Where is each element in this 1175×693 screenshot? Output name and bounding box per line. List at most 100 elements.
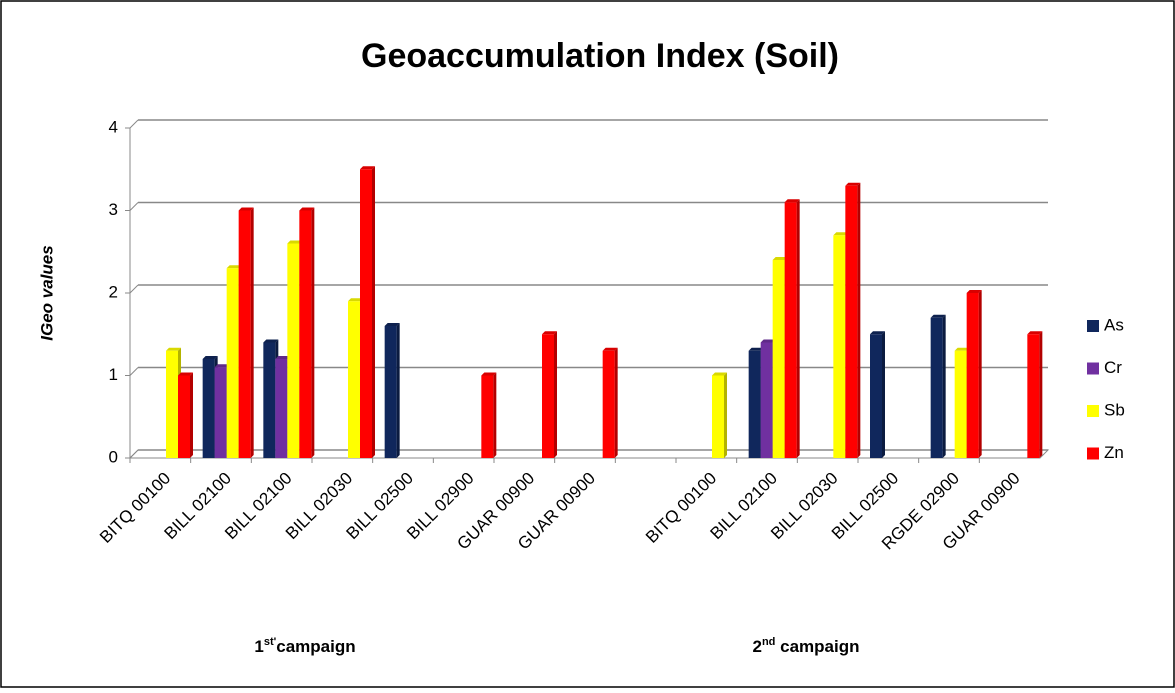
y-tick-label: 3: [109, 200, 118, 219]
bar-top: [287, 240, 303, 244]
bar: [263, 342, 276, 458]
grid-line: [129, 202, 139, 211]
bar-top: [275, 356, 291, 359]
grid-line: [129, 449, 139, 459]
y-tick-label: 2: [109, 282, 118, 301]
group-superscript: nd: [762, 636, 775, 648]
bar: [542, 334, 554, 458]
bar-side: [942, 314, 946, 458]
bar-top: [602, 347, 618, 351]
y-tick-label: 0: [109, 447, 118, 466]
bar: [348, 301, 360, 458]
chart-title: Geoaccumulation Index (Soil): [361, 37, 839, 75]
bar: [845, 185, 858, 458]
bar-side: [1039, 331, 1043, 458]
bar: [384, 326, 397, 458]
bar-top: [760, 339, 776, 343]
bar-top: [772, 257, 788, 260]
bar-top: [481, 372, 497, 376]
bar-top: [360, 166, 375, 170]
bar-top: [870, 331, 885, 335]
group-number: 2: [752, 637, 761, 656]
legend-label: Zn: [1104, 443, 1124, 462]
bar-top: [226, 265, 242, 269]
bar-top: [845, 182, 861, 186]
bar-top: [202, 356, 218, 359]
bar-side: [796, 199, 800, 458]
grid-line: [129, 284, 139, 294]
bar-top: [299, 207, 315, 211]
legend-swatch: [1087, 405, 1099, 417]
bar: [1027, 334, 1040, 458]
bar-top: [930, 314, 946, 318]
bar-side: [396, 323, 400, 458]
bar: [166, 350, 178, 458]
legend-label: Sb: [1104, 400, 1125, 419]
bar-side: [978, 290, 982, 458]
legend-label: As: [1104, 315, 1124, 334]
group-text: campaign: [775, 637, 859, 656]
legend-label: Cr: [1104, 358, 1122, 377]
y-tick-label: 1: [109, 365, 118, 384]
bar-side: [493, 372, 497, 458]
bar-top: [966, 290, 982, 293]
bar-side: [311, 207, 315, 458]
bar: [287, 243, 300, 458]
bar: [772, 260, 785, 458]
bar-top: [712, 372, 727, 376]
bar: [602, 350, 615, 458]
bar: [748, 350, 761, 458]
bar: [833, 235, 846, 458]
bar-top: [833, 232, 849, 236]
group-label: 1st'campaign: [254, 636, 355, 657]
bar-side: [372, 166, 375, 458]
bar: [954, 350, 967, 458]
bar: [930, 317, 943, 458]
bar: [784, 202, 797, 458]
bar-top: [263, 339, 279, 343]
bar-top: [166, 347, 181, 351]
bar: [712, 375, 724, 458]
group-label: 2nd campaign: [752, 636, 859, 657]
bar-top: [748, 347, 764, 351]
bar-side: [190, 372, 193, 458]
bar: [275, 359, 288, 458]
bar: [226, 268, 239, 458]
bar-top: [1027, 331, 1043, 335]
bar-side: [554, 331, 557, 458]
bar-top: [784, 199, 800, 203]
bar-side: [882, 331, 885, 458]
group-number: 1: [254, 637, 263, 656]
grid-line: [129, 367, 139, 376]
y-tick-label: 4: [109, 117, 118, 136]
group-text: campaign: [276, 637, 355, 656]
legend-swatch: [1087, 362, 1099, 375]
bar: [214, 367, 227, 458]
bar-top: [348, 298, 363, 302]
bar-side: [250, 207, 254, 458]
bar-top: [954, 347, 970, 351]
bar: [299, 210, 312, 458]
bar-top: [214, 364, 230, 368]
bar: [481, 375, 494, 458]
bar-side: [857, 182, 861, 458]
bar-top: [542, 331, 557, 335]
grid-line: [129, 119, 139, 129]
bar: [760, 342, 773, 458]
group-superscript: st': [264, 636, 277, 648]
bar: [966, 293, 979, 458]
bar: [360, 169, 372, 458]
bar: [202, 359, 215, 458]
bar: [870, 334, 882, 458]
bar-top: [178, 372, 193, 376]
bar-top: [238, 207, 254, 211]
bar-side: [614, 347, 618, 458]
y-axis-label: IGeo values: [37, 245, 56, 340]
legend-swatch: [1087, 320, 1099, 332]
bar-side: [724, 372, 727, 458]
bar: [178, 375, 190, 458]
bar-top: [384, 323, 400, 326]
legend-swatch: [1087, 447, 1099, 460]
